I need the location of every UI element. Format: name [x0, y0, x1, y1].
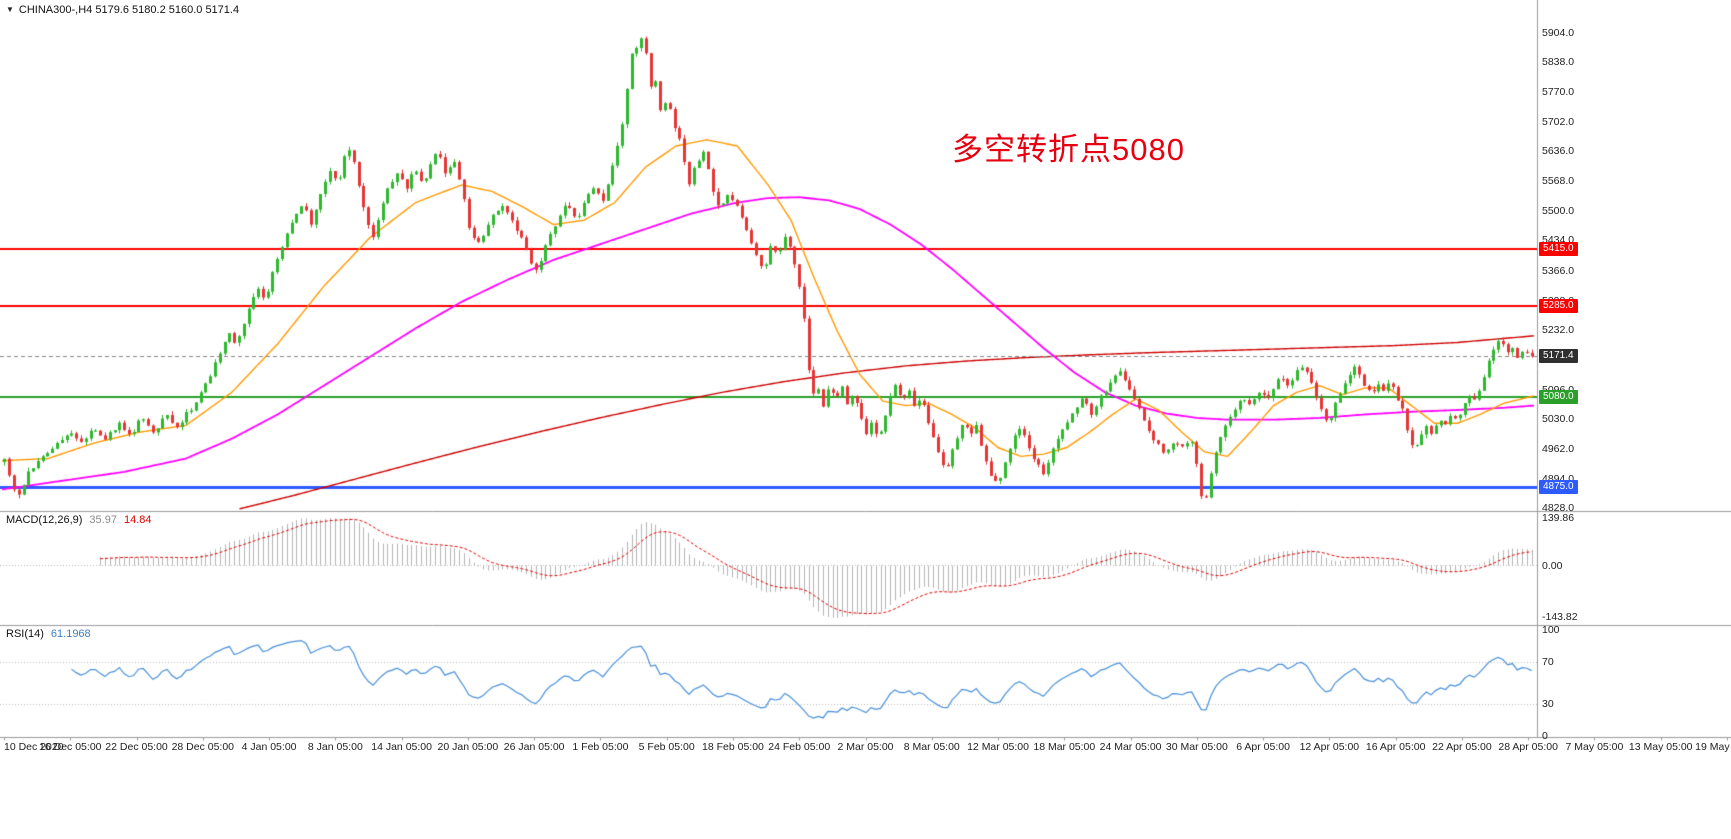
macd-signal-value: 14.84 [123, 514, 152, 526]
rsi-name: RSI(14) [6, 628, 44, 640]
symbol-info-line: ▼ CHINA300-,H4 5179.6 5180.2 5160.0 5171… [6, 4, 239, 16]
rsi-indicator-label: RSI(14) 61.1968 [6, 628, 91, 640]
symbol-ohlc-text: CHINA300-,H4 5179.6 5180.2 5160.0 5171.4 [18, 4, 240, 16]
macd-main-value: 35.97 [89, 514, 117, 526]
rsi-value: 61.1968 [50, 628, 91, 640]
macd-name: MACD(12,26,9) [6, 514, 83, 526]
chart-collapse-icon[interactable]: ▼ [6, 5, 14, 14]
annotation-text: 多空转折点5080 [952, 132, 1185, 167]
macd-indicator-label: MACD(12,26,9) 35.97 14.84 [6, 514, 151, 526]
